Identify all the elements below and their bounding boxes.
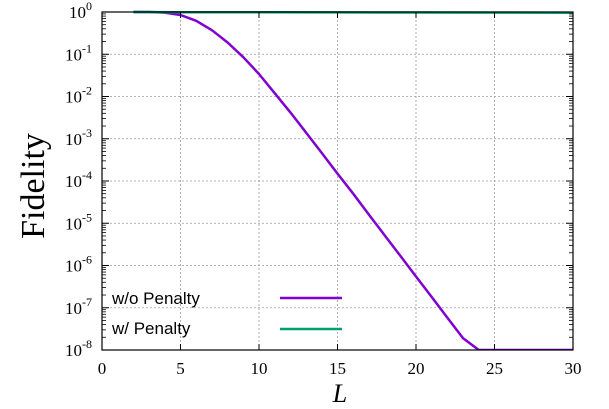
y-tick-label: 10-8: [65, 337, 92, 360]
legend: w/o Penalty w/ Penalty: [111, 289, 342, 338]
x-tick-label: 10: [251, 359, 268, 378]
y-tick-label: 10-4: [65, 168, 92, 191]
x-tick-label: 20: [408, 359, 425, 378]
y-tick-label: 10-3: [65, 126, 92, 149]
x-tick-label: 0: [98, 359, 107, 378]
x-tick-label: 25: [486, 359, 503, 378]
grid-lines: [102, 12, 573, 350]
x-axis: 0 5 10 15 20 25 30: [98, 12, 582, 378]
x-tick-label: 5: [176, 359, 185, 378]
y-tick-label: 10-5: [65, 210, 92, 233]
y-tick-label: 10-2: [65, 84, 92, 107]
legend-label-w-penalty: w/ Penalty: [111, 319, 191, 338]
legend-label-wo-penalty: w/o Penalty: [111, 289, 200, 308]
y-tick-label: 100: [69, 0, 92, 22]
x-tick-label: 15: [329, 359, 346, 378]
y-tick-label: 10-7: [65, 295, 92, 318]
y-tick-label: 10-1: [65, 41, 92, 64]
x-axis-title: L: [332, 379, 347, 408]
y-tick-label: 10-6: [65, 253, 92, 276]
series-line-wo-penalty: [133, 10, 573, 350]
x-tick-label: 30: [565, 359, 582, 378]
y-axis-title: Fidelity: [15, 133, 52, 239]
y-axis: 100 10-1 10-2 10-3 10-4 10-5 10-6 10-7 10-8: [65, 0, 573, 360]
